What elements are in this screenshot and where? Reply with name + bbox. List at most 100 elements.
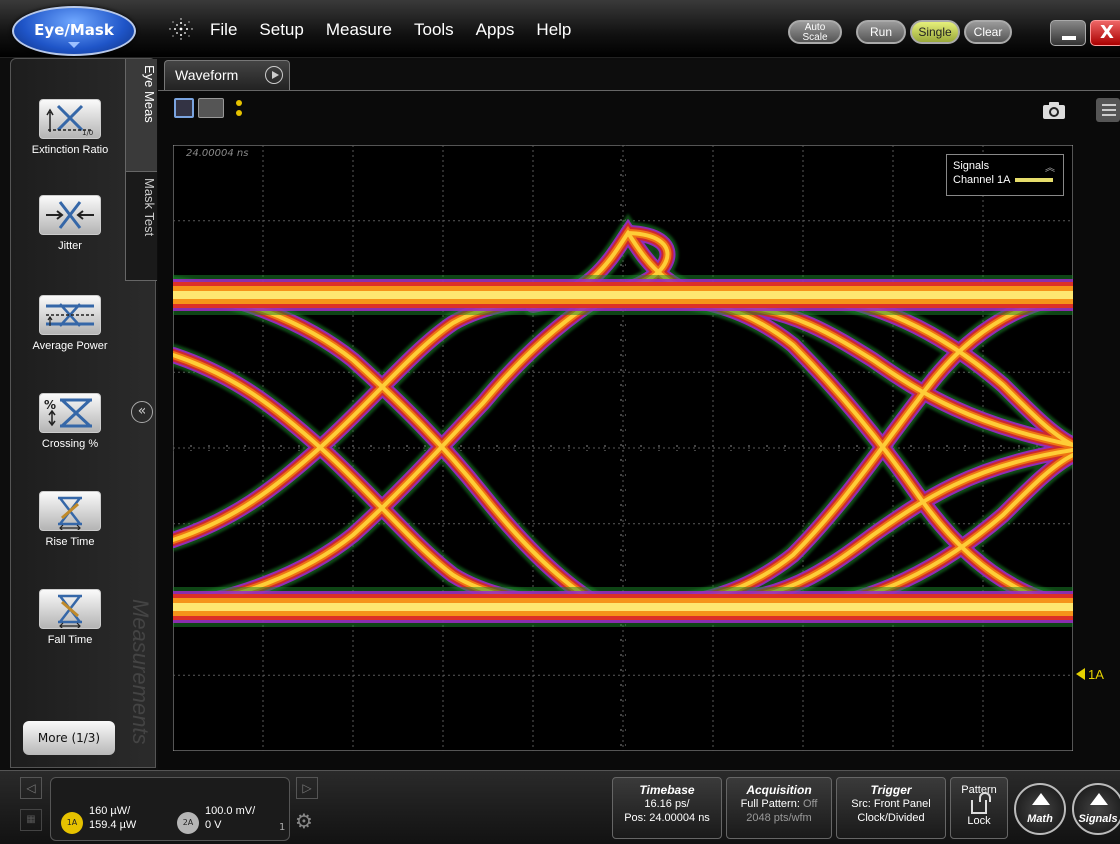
keysight-logo-icon <box>169 18 193 40</box>
acquisition-box[interactable]: Acquisition Full Pattern: Off 2048 pts/w… <box>726 777 832 839</box>
pattern-lock-label: Lock <box>967 815 991 827</box>
more-measurements-button[interactable]: More (1/3) <box>23 721 115 755</box>
menu-apps[interactable]: Apps <box>475 20 515 39</box>
rise-time-button[interactable]: Rise Time <box>15 491 125 549</box>
eye-diagram-display[interactable] <box>173 145 1073 751</box>
top-menu-bar: Eye/Mask File Setup Measure Tools Apps H… <box>0 0 1120 58</box>
channel-1a-settings[interactable]: 160 µW/ 159.4 µW <box>89 804 136 832</box>
gear-icon[interactable]: ⚙ <box>295 809 313 833</box>
trigger-box[interactable]: Trigger Src: Front Panel Clock/Divided <box>836 777 946 839</box>
rise-time-icon <box>39 491 101 532</box>
auto-scale-label-2: Scale <box>802 32 828 43</box>
full-pattern-label: Full Pattern: <box>740 798 803 810</box>
fall-time-label: Fall Time <box>47 634 93 646</box>
extinction-ratio-icon: 1/0 <box>39 99 101 139</box>
extinction-ratio-button[interactable]: 1/0 Extinction Ratio <box>15 99 125 157</box>
chevron-down-icon <box>68 42 80 48</box>
menu-file[interactable]: File <box>210 20 238 39</box>
svg-text:%: % <box>44 398 56 412</box>
measurements-watermark: Measurements <box>128 599 153 745</box>
lock-icon <box>971 792 991 814</box>
more-options-dots-icon[interactable] <box>236 98 242 118</box>
trigger-title: Trigger <box>870 783 912 797</box>
channel-2a-scale: 100.0 mV/ <box>205 805 256 817</box>
fall-time-button[interactable]: Fall Time <box>15 589 125 647</box>
eye-mask-label: Eye/Mask <box>34 21 114 39</box>
menu-help[interactable]: Help <box>536 20 572 39</box>
rise-time-label: Rise Time <box>45 536 95 548</box>
acquisition-points: 2048 pts/wfm <box>746 812 812 824</box>
grid-icon[interactable]: ▦ <box>20 809 42 831</box>
measurements-panel: 1/0 Extinction Ratio Jitter Average Powe… <box>10 58 157 768</box>
auto-scale-button[interactable]: Auto Scale <box>788 20 842 44</box>
acquisition-title: Acquisition <box>746 783 812 797</box>
channel-1a-offset: 159.4 µW <box>89 819 137 831</box>
timebase-title: Timebase <box>639 783 695 797</box>
channel-2a-offset: 0 V <box>205 819 222 831</box>
chevron-up-icon[interactable]: ︽ <box>1045 163 1055 174</box>
crossing-percent-label: Crossing % <box>41 438 99 450</box>
tab-eye-meas[interactable]: Eye Meas <box>125 59 157 171</box>
channel-settings-panel: 1A 160 µW/ 159.4 µW 2A 100.0 mV/ 0 V 1 <box>50 777 290 841</box>
trigger-mode: Clock/Divided <box>857 812 925 824</box>
clear-button[interactable]: Clear <box>964 20 1012 44</box>
graticule-grid <box>173 145 1073 751</box>
collapse-panel-button[interactable]: « <box>131 401 153 423</box>
signals-legend[interactable]: Signals ︽ Channel 1A <box>946 154 1064 196</box>
crossing-percent-icon: % <box>39 393 101 433</box>
full-pattern-value: Off <box>802 798 818 810</box>
menu-tools[interactable]: Tools <box>413 20 454 39</box>
play-icon[interactable] <box>265 66 283 84</box>
multi-graph-view-button[interactable] <box>198 98 224 118</box>
run-button[interactable]: Run <box>856 20 906 44</box>
channel-1a-marker[interactable]: 1A <box>1076 667 1104 682</box>
close-button[interactable]: X <box>1090 20 1120 46</box>
legend-title: Signals <box>953 160 990 172</box>
average-power-button[interactable]: Average Power <box>15 295 125 353</box>
channel-1a-scale: 160 µW/ <box>89 805 131 817</box>
left-arrow-icon[interactable]: ◁ <box>20 777 42 799</box>
eye-trace <box>731 303 1073 447</box>
extinction-ratio-label: Extinction Ratio <box>31 144 109 156</box>
tab-mask-test[interactable]: Mask Test <box>125 171 157 281</box>
jitter-label: Jitter <box>58 240 82 252</box>
tab-waveform[interactable]: Waveform <box>164 60 290 90</box>
time-position-label: 24.00004 ns <box>186 148 249 159</box>
auto-scale-label-1: Auto <box>804 22 826 33</box>
bottom-status-bar: ◁ ▦ 1A 160 µW/ 159.4 µW 2A 100.0 mV/ 0 V… <box>0 770 1120 844</box>
main-menu: File Setup Measure Tools Apps Help <box>210 20 571 40</box>
pattern-lock-box[interactable]: Pattern Lock <box>950 777 1008 839</box>
timebase-position: Pos: 24.00004 ns <box>624 812 710 824</box>
jitter-button[interactable]: Jitter <box>15 195 125 253</box>
single-graph-view-button[interactable] <box>174 98 194 118</box>
svg-text:1/0: 1/0 <box>82 129 93 137</box>
channel-2a-badge[interactable]: 2A <box>177 812 199 834</box>
timebase-scale: 16.16 ps/ <box>644 798 690 810</box>
math-button[interactable]: Math <box>1014 783 1066 835</box>
jitter-icon <box>39 195 101 235</box>
camera-icon[interactable] <box>1042 100 1066 120</box>
legend-entry: Channel 1A <box>953 174 1057 186</box>
channel-1a-badge[interactable]: 1A <box>61 812 83 834</box>
legend-channel-label: Channel 1A <box>953 174 1011 186</box>
menu-measure[interactable]: Measure <box>325 20 392 39</box>
fall-time-icon <box>39 589 101 630</box>
menu-setup[interactable]: Setup <box>259 20 304 39</box>
single-button[interactable]: Single <box>910 20 960 44</box>
average-power-label: Average Power <box>32 340 108 352</box>
hamburger-menu-icon[interactable] <box>1096 98 1120 122</box>
minimize-button[interactable] <box>1050 20 1086 46</box>
waveform-tab-label: Waveform <box>175 67 239 83</box>
average-power-icon <box>39 295 101 335</box>
acquisition-full-pattern: Full Pattern: Off <box>727 797 831 811</box>
channel-2a-settings[interactable]: 100.0 mV/ 0 V <box>205 804 255 832</box>
right-arrow-icon[interactable]: ▷ <box>296 777 318 799</box>
trigger-source: Src: Front Panel <box>851 798 931 810</box>
eye-trace <box>173 293 605 609</box>
signals-button[interactable]: Signals <box>1072 783 1120 835</box>
eye-diagram-traces <box>173 213 1073 627</box>
timebase-box[interactable]: Timebase 16.16 ps/ Pos: 24.00004 ns <box>612 777 722 839</box>
crossing-percent-button[interactable]: % Crossing % <box>15 393 125 451</box>
eye-mask-mode-button[interactable]: Eye/Mask <box>12 6 136 56</box>
legend-swatch <box>1014 178 1053 182</box>
